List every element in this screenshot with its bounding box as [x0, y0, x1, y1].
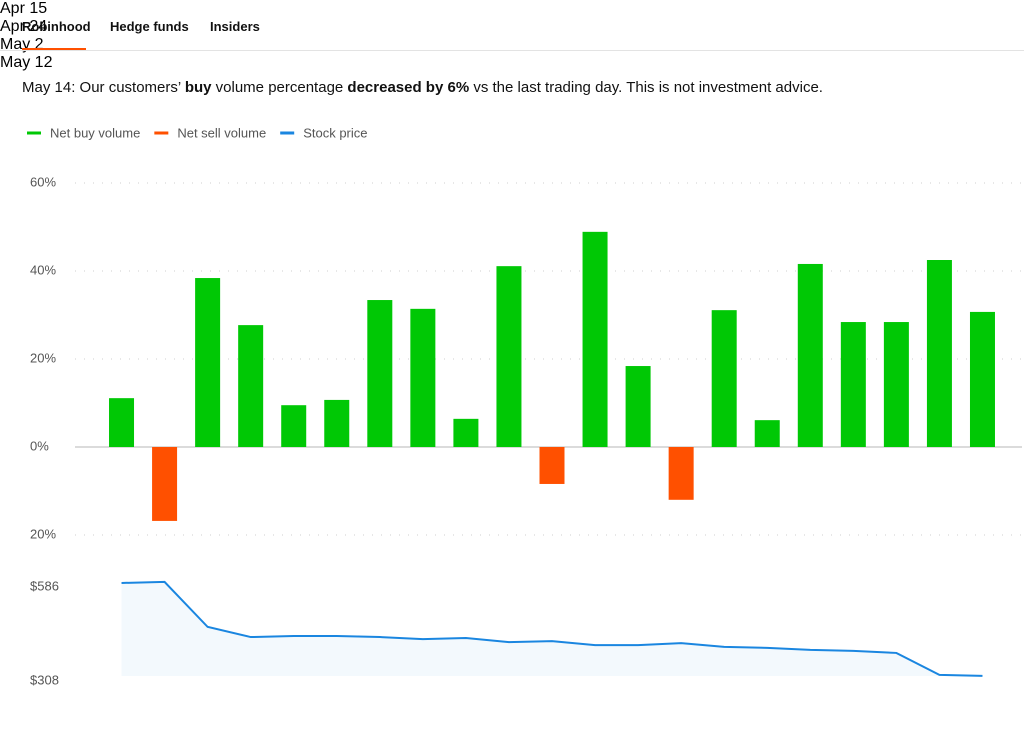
bar	[410, 308, 436, 447]
legend-label: Net sell volume	[177, 125, 266, 140]
bar	[152, 447, 178, 521]
tab[interactable]: Hedge funds	[110, 19, 189, 34]
y-tick-label: 40%	[30, 262, 56, 277]
y2-tick-label: $586	[30, 578, 59, 593]
bar	[754, 420, 780, 447]
headline-bold: buy	[184, 79, 212, 96]
x-tick-label: Apr 15	[0, 0, 48, 17]
bar	[367, 300, 393, 447]
bar	[883, 322, 909, 447]
bar	[582, 231, 608, 447]
headline-bold: decreased by 6%	[347, 79, 470, 96]
bar	[969, 311, 995, 447]
price-line	[121, 580, 983, 677]
tab[interactable]: Insiders	[210, 19, 260, 34]
bar	[281, 405, 307, 447]
bar	[496, 266, 522, 447]
y-tick-label: 0%	[30, 438, 49, 453]
headline-text: vs the last trading day. This is not inv…	[469, 79, 823, 96]
bar	[840, 322, 866, 447]
bar	[195, 278, 221, 447]
y-tick-label: 20%	[30, 526, 56, 541]
active-tab-underline	[22, 48, 86, 50]
legend-label: Net buy volume	[50, 125, 140, 140]
y-tick-label: 60%	[30, 174, 56, 189]
bar	[109, 398, 135, 447]
bar	[625, 366, 651, 447]
bar	[324, 399, 350, 447]
headline-text: volume percentage	[211, 79, 348, 96]
headline-text: May 14: Our customers’	[22, 79, 185, 96]
bar	[453, 418, 479, 447]
bar	[711, 310, 737, 447]
bar	[926, 260, 952, 447]
bar	[668, 447, 694, 500]
tab[interactable]: Robinhood	[22, 19, 91, 34]
tab-divider	[0, 50, 1024, 51]
bar	[539, 447, 565, 484]
bar	[238, 325, 264, 447]
legend-label: Stock price	[303, 125, 367, 140]
y-tick-label: 20%	[30, 350, 56, 365]
headline: May 14: Our customers’ buy volume percen…	[22, 79, 823, 96]
x-tick-label: Apr 24	[0, 18, 48, 35]
x-tick-label: May 12	[0, 54, 53, 71]
y2-tick-label: $308	[30, 672, 59, 687]
price-area	[121, 581, 983, 676]
bar	[797, 263, 823, 447]
